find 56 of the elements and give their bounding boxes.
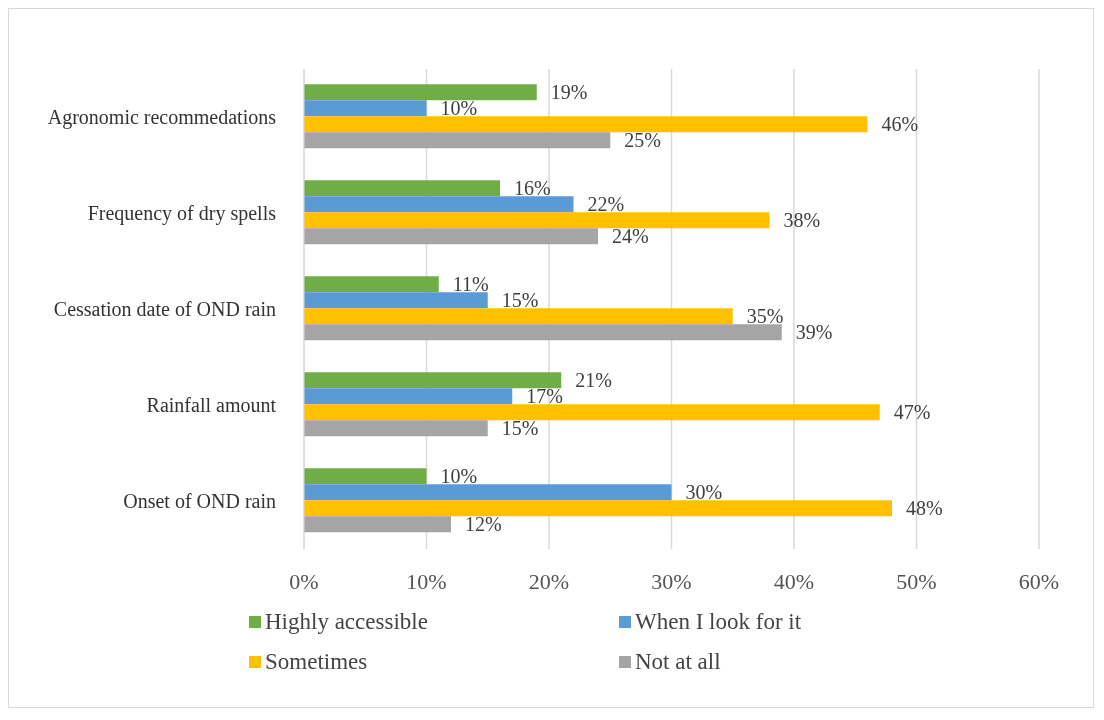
bar: [304, 212, 770, 229]
bar: [304, 484, 672, 501]
bar: [304, 196, 574, 213]
x-tick-label: 20%: [528, 568, 570, 594]
data-label: 10%: [440, 465, 478, 488]
data-label: 15%: [501, 417, 539, 440]
x-tick-label: 60%: [1018, 568, 1060, 594]
y-tick-label: Onset of OND rain: [123, 490, 276, 513]
bar: [304, 420, 488, 437]
data-label: 24%: [612, 225, 649, 248]
bar: [304, 100, 427, 117]
data-label: 19%: [550, 81, 588, 104]
bar: [304, 308, 733, 325]
data-label: 11%: [452, 273, 489, 296]
legend-label: Highly accessible: [265, 609, 428, 635]
x-tick-label: 10%: [406, 568, 447, 594]
legend-label: Not at all: [635, 649, 721, 675]
y-tick-label: Agronomic recommedations: [47, 106, 277, 130]
data-label: 46%: [881, 113, 919, 136]
bar: [304, 132, 611, 149]
data-label: 10%: [440, 97, 478, 120]
bar: [304, 516, 451, 533]
data-label: 47%: [893, 401, 931, 424]
data-label: 30%: [685, 481, 723, 504]
data-label: 25%: [624, 129, 661, 152]
bar: [304, 500, 892, 517]
bar: [304, 324, 782, 341]
x-tick-label: 50%: [896, 568, 937, 594]
bar: [304, 372, 562, 389]
bar: [304, 276, 439, 293]
data-label: 15%: [501, 289, 539, 312]
legend-label: Sometimes: [265, 649, 368, 675]
data-label: 39%: [795, 321, 833, 344]
bar: [304, 404, 880, 421]
y-tick-label: Cessation date of OND rain: [53, 298, 276, 321]
x-tick-label: 0%: [289, 568, 319, 594]
x-tick-label: 40%: [773, 568, 815, 594]
bar: [304, 180, 500, 197]
bar: [304, 468, 427, 485]
legend-label: When I look for it: [635, 609, 802, 635]
data-label: 16%: [514, 177, 551, 200]
bar: [304, 84, 537, 101]
bar: [304, 388, 513, 405]
x-tick-label: 30%: [651, 568, 692, 594]
y-tick-label: Frequency of dry spells: [87, 202, 277, 226]
data-label: 22%: [587, 193, 625, 216]
bar: [304, 228, 598, 245]
data-label: 35%: [746, 305, 784, 328]
data-label: 38%: [783, 209, 821, 232]
y-tick-label: Rainfall amount: [146, 394, 277, 417]
data-label: 21%: [575, 369, 612, 392]
data-label: 48%: [906, 497, 943, 520]
data-label: 17%: [526, 385, 563, 408]
bar: [304, 116, 868, 133]
data-label: 12%: [465, 513, 502, 536]
bar: [304, 292, 488, 309]
